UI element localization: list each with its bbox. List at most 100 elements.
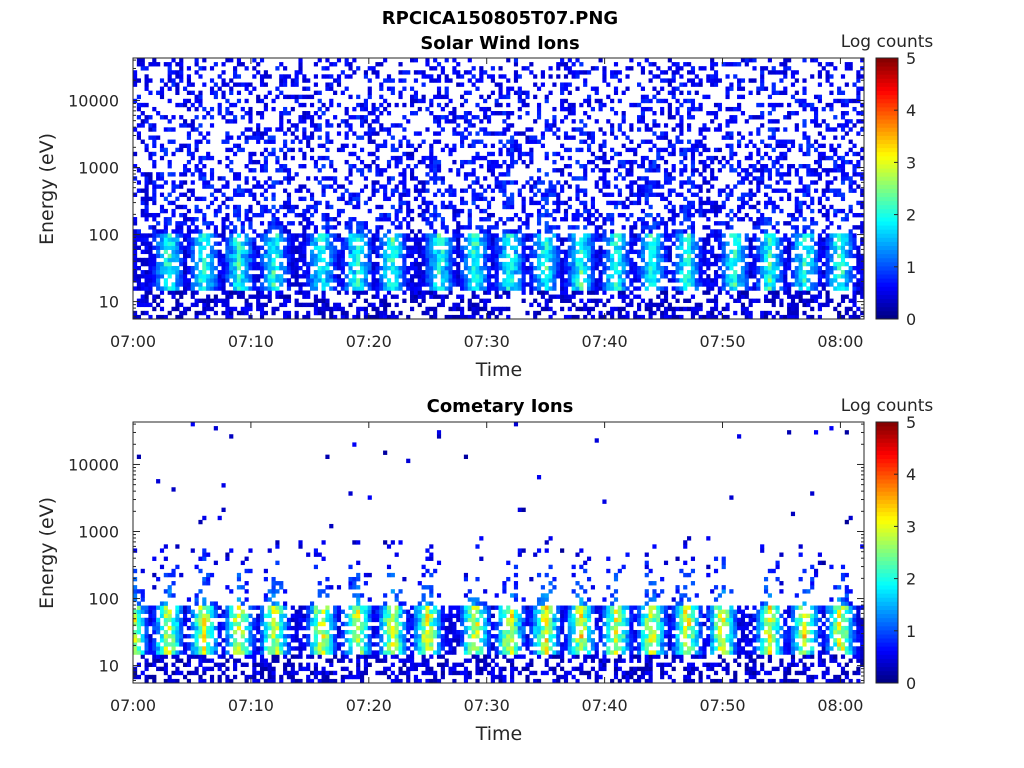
heatmap-cell — [529, 270, 534, 275]
heatmap-cell — [444, 241, 449, 246]
heatmap-cell — [717, 123, 722, 128]
heatmap-cell — [371, 274, 376, 279]
heatmap-cell — [402, 115, 407, 120]
heatmap-cell — [313, 278, 318, 283]
heatmap-cell — [506, 265, 511, 271]
heatmap-cell — [329, 274, 334, 279]
heatmap-cell — [729, 294, 734, 299]
heatmap-cell — [363, 306, 368, 312]
heatmap-cell — [756, 188, 761, 193]
heatmap-cell — [198, 139, 203, 144]
heatmap-cell — [483, 98, 488, 104]
heatmap-cell — [644, 241, 649, 246]
heatmap-cell — [206, 225, 211, 230]
heatmap-cell — [340, 147, 345, 153]
heatmap-cell — [506, 314, 511, 320]
heatmap-cell — [644, 139, 649, 144]
heatmap-cell — [656, 237, 661, 242]
heatmap-cell — [690, 225, 696, 230]
heatmap-cell — [598, 249, 603, 255]
heatmap-cell — [213, 62, 218, 67]
heatmap-cell — [348, 265, 353, 271]
heatmap-cell — [617, 192, 622, 197]
heatmap-cell — [175, 82, 180, 87]
heatmap-cell — [767, 119, 772, 124]
heatmap-cell — [375, 261, 380, 267]
heatmap-cell — [644, 302, 649, 308]
heatmap-cell — [225, 241, 230, 246]
heatmap-cell — [410, 237, 415, 242]
heatmap-cell — [648, 310, 653, 316]
heatmap-cell — [629, 192, 634, 197]
heatmap-cell — [529, 249, 534, 255]
heatmap-cell — [171, 115, 176, 120]
heatmap-cell — [229, 249, 234, 255]
heatmap-cell — [283, 294, 288, 299]
heatmap-cell — [752, 237, 757, 242]
heatmap-cell — [752, 225, 757, 230]
heatmap-cell — [244, 310, 249, 316]
heatmap-cell — [490, 111, 495, 116]
heatmap-cell — [737, 257, 742, 263]
heatmap-cell — [517, 90, 522, 96]
heatmap-cell — [240, 229, 245, 234]
heatmap-cell — [267, 249, 272, 255]
heatmap-cell — [629, 147, 634, 153]
heatmap-cell — [352, 151, 357, 157]
heatmap-cell — [463, 286, 469, 291]
heatmap-cell — [421, 155, 426, 161]
heatmap-cell — [483, 302, 488, 308]
heatmap-cell — [763, 184, 769, 189]
heatmap-cell — [183, 265, 188, 271]
heatmap-cell — [536, 212, 542, 218]
heatmap-cell — [483, 290, 488, 295]
heatmap-cell — [267, 294, 272, 299]
heatmap-cell — [610, 147, 615, 153]
heatmap-cell — [586, 102, 592, 108]
heatmap-cell — [306, 290, 311, 295]
heatmap-cell — [483, 253, 488, 259]
heatmap-cell — [656, 135, 661, 140]
heatmap-cell — [656, 221, 661, 226]
heatmap-cell — [598, 58, 603, 63]
heatmap-cell — [225, 217, 230, 222]
heatmap-cell — [333, 306, 338, 312]
heatmap-cell — [271, 237, 276, 242]
heatmap-cell — [760, 115, 765, 120]
heatmap-cell — [737, 180, 742, 185]
heatmap-cell — [767, 290, 772, 295]
heatmap-cell — [213, 233, 218, 238]
heatmap-cell — [317, 90, 322, 96]
heatmap-cell — [283, 270, 288, 275]
heatmap-cell — [406, 212, 411, 218]
heatmap-cell — [390, 265, 395, 271]
heatmap-cell — [598, 310, 603, 316]
heatmap-cell — [748, 131, 753, 136]
heatmap-cell — [498, 111, 503, 116]
heatmap-cell — [306, 278, 311, 283]
heatmap-cell — [494, 294, 499, 299]
heatmap-cell — [740, 94, 746, 100]
heatmap-cell — [233, 212, 238, 218]
heatmap-cell — [325, 86, 330, 91]
heatmap-cell — [286, 180, 292, 185]
heatmap-cell — [475, 78, 480, 83]
heatmap-cell — [198, 90, 203, 96]
heatmap-cell — [521, 131, 526, 136]
heatmap-cell — [471, 82, 476, 87]
heatmap-cell — [217, 176, 222, 181]
heatmap-cell — [448, 314, 453, 320]
heatmap-cell — [513, 257, 519, 263]
heatmap-cell — [217, 286, 222, 291]
heatmap-cell — [302, 74, 307, 79]
heatmap-cell — [390, 176, 395, 181]
heatmap-cell — [467, 212, 472, 218]
heatmap-cell — [186, 66, 192, 71]
heatmap-cell — [436, 62, 442, 67]
heatmap-cell — [175, 302, 180, 308]
heatmap-cell — [425, 188, 430, 193]
heatmap-cell — [556, 135, 561, 140]
heatmap-cell — [763, 294, 769, 299]
heatmap-cell — [586, 249, 592, 255]
heatmap-cell — [756, 127, 761, 132]
